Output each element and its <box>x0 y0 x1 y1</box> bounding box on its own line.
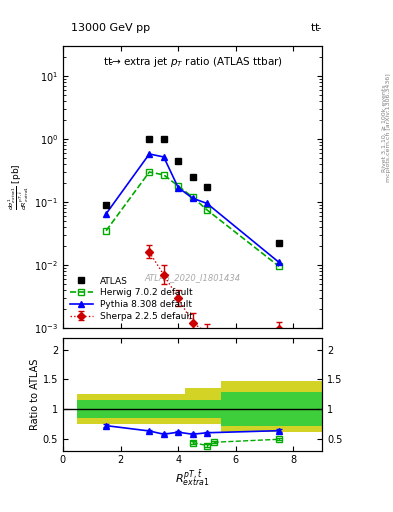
Text: Rivet 3.1.10, ≥ 100k events: Rivet 3.1.10, ≥ 100k events <box>382 84 387 172</box>
Y-axis label: Ratio to ATLAS: Ratio to ATLAS <box>30 358 40 430</box>
X-axis label: $R^{pT,\bar{t}}_{extra1}$: $R^{pT,\bar{t}}_{extra1}$ <box>175 468 210 488</box>
Text: tt$\bar{}$→ extra jet $p_T$ ratio (ATLAS ttbar): tt$\bar{}$→ extra jet $p_T$ ratio (ATLAS… <box>103 55 283 69</box>
Text: tt$\bar{}$: tt$\bar{}$ <box>310 22 322 33</box>
Herwig 7.0.2 default <box>147 169 152 175</box>
ATLAS <box>277 240 281 246</box>
ATLAS <box>147 136 152 142</box>
Text: mcplots.cern.ch [arXiv:1306.3436]: mcplots.cern.ch [arXiv:1306.3436] <box>386 74 391 182</box>
Herwig 7.0.2 default <box>162 172 166 178</box>
ATLAS <box>205 184 209 190</box>
Line: Pythia 8.308 default: Pythia 8.308 default <box>103 151 283 266</box>
Line: ATLAS: ATLAS <box>103 136 283 247</box>
Text: 13000 GeV pp: 13000 GeV pp <box>71 23 150 33</box>
Pythia 8.308 default <box>147 151 152 157</box>
Line: Herwig 7.0.2 default: Herwig 7.0.2 default <box>103 168 283 270</box>
Pythia 8.308 default <box>104 211 108 217</box>
ATLAS <box>162 136 166 142</box>
Y-axis label: $\frac{d\sigma^{1}_{extra1}}{dR^{pT,\bar{t}}_{extra1}}$ [pb]: $\frac{d\sigma^{1}_{extra1}}{dR^{pT,\bar… <box>7 164 31 210</box>
ATLAS <box>104 202 108 208</box>
Text: ATLAS_2020_I1801434: ATLAS_2020_I1801434 <box>145 273 241 282</box>
Pythia 8.308 default <box>162 154 166 160</box>
Legend: ATLAS, Herwig 7.0.2 default, Pythia 8.308 default, Sherpa 2.2.5 default: ATLAS, Herwig 7.0.2 default, Pythia 8.30… <box>67 274 195 324</box>
Herwig 7.0.2 default <box>190 194 195 200</box>
ATLAS <box>190 174 195 180</box>
ATLAS <box>176 158 180 164</box>
Herwig 7.0.2 default <box>176 183 180 189</box>
Pythia 8.308 default <box>190 195 195 201</box>
Pythia 8.308 default <box>277 259 281 265</box>
Herwig 7.0.2 default <box>205 207 209 213</box>
Pythia 8.308 default <box>176 184 180 190</box>
Pythia 8.308 default <box>205 200 209 206</box>
Herwig 7.0.2 default <box>277 263 281 269</box>
Herwig 7.0.2 default <box>104 228 108 234</box>
